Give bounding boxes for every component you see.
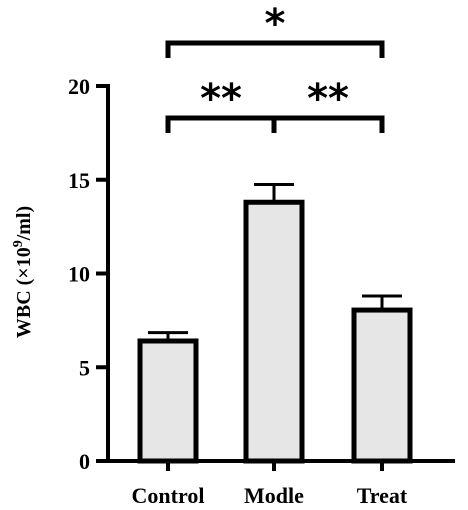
bars: Control Modle Treat bbox=[132, 182, 413, 508]
significance-label: ** bbox=[200, 76, 242, 122]
y-tick-label: 5 bbox=[79, 355, 90, 380]
y-tick-label: 15 bbox=[68, 168, 90, 193]
y-tick-label: 20 bbox=[68, 74, 90, 99]
y-axis-label-tail: /ml) bbox=[13, 206, 35, 241]
significance-bracket bbox=[165, 40, 385, 58]
y-axis-label-main: WBC (×10 bbox=[13, 247, 35, 338]
bar bbox=[243, 199, 305, 464]
y-tick-label: 10 bbox=[68, 262, 90, 287]
y-tick-label: 0 bbox=[79, 449, 90, 474]
significance-label: * bbox=[265, 1, 286, 47]
x-tick-label: Modle bbox=[244, 483, 304, 508]
significance-brackets: *** ** bbox=[165, 1, 385, 133]
bar bbox=[351, 307, 413, 464]
svg-text:WBC (×109/ml): WBC (×109/ml) bbox=[11, 206, 35, 338]
x-tick-label: Treat bbox=[357, 483, 408, 508]
x-tick-label: Control bbox=[132, 483, 205, 508]
y-axis-label: WBC (×109/ml) bbox=[11, 206, 35, 338]
significance-label: ** bbox=[307, 76, 349, 122]
bar bbox=[137, 338, 199, 464]
significance-bracket bbox=[271, 115, 385, 133]
y-axis-label-superscript: 9 bbox=[11, 240, 26, 247]
